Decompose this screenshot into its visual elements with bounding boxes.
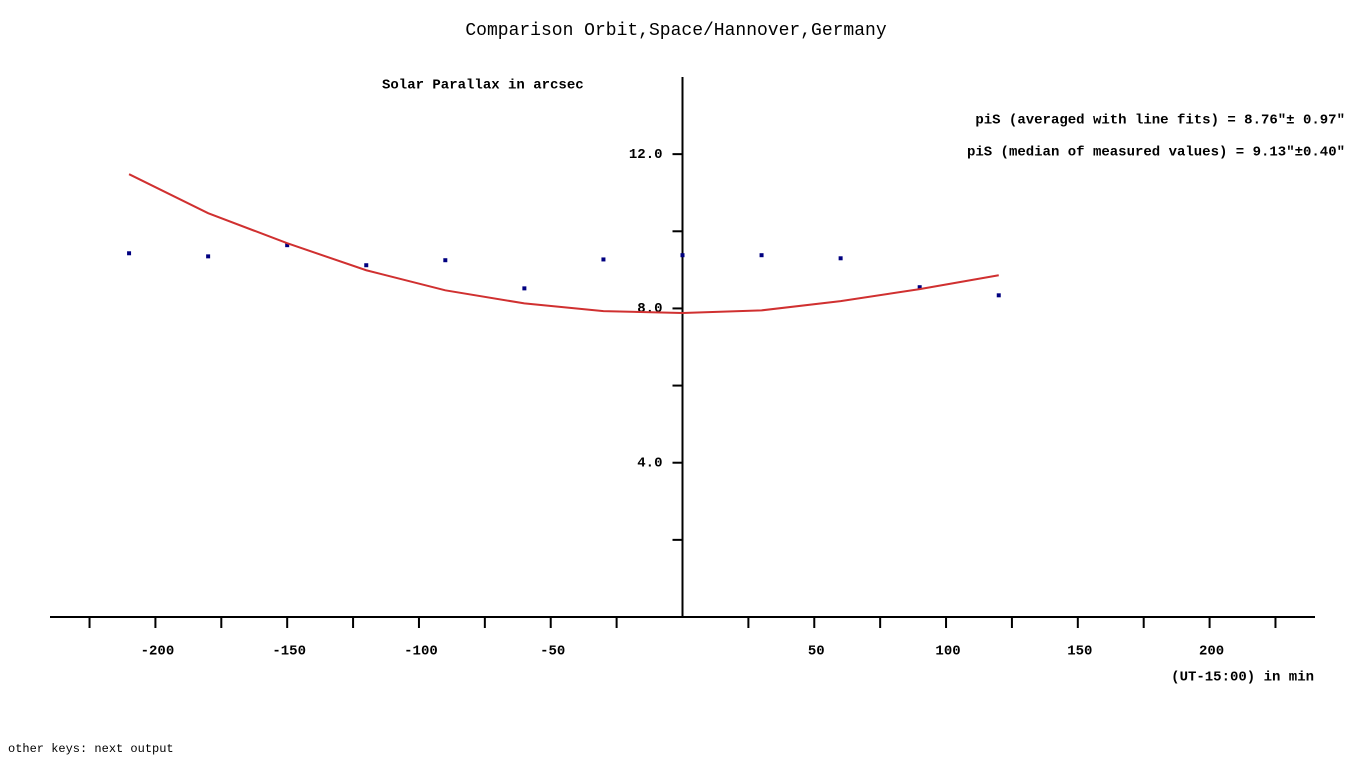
x-axis-label: (UT-15:00) in min — [1171, 670, 1314, 686]
annotation: piS (median of measured values) = 9.13"±… — [967, 145, 1345, 161]
x-tick-label: -100 — [404, 644, 438, 660]
x-tick-label: 200 — [1199, 644, 1224, 660]
footer: other keys: next output — [8, 742, 174, 756]
fit-line — [128, 173, 999, 315]
y-tick-label: 12.0 — [629, 147, 663, 163]
data-point — [680, 253, 685, 258]
chart-title: Comparison Orbit,Space/Hannover,Germany — [465, 21, 886, 41]
annotation: piS (averaged with line fits) = 8.76"± 0… — [975, 113, 1345, 129]
y-axis-label: Solar Parallax in arcsec — [382, 78, 584, 94]
data-point — [285, 243, 290, 248]
data-point — [917, 285, 922, 290]
data-point — [838, 256, 843, 261]
data-point — [759, 253, 764, 258]
y-tick-label: 4.0 — [637, 455, 662, 471]
data-point — [601, 257, 606, 262]
data-point — [522, 286, 527, 291]
x-tick-label: 100 — [935, 644, 960, 660]
x-tick-label: -50 — [540, 644, 565, 660]
data-point — [364, 263, 369, 268]
data-point — [996, 293, 1001, 298]
data-point — [206, 254, 211, 259]
x-tick-label: 50 — [808, 644, 825, 660]
data-point — [127, 251, 132, 256]
x-tick-label: 150 — [1067, 644, 1092, 660]
x-tick-label: -150 — [272, 644, 306, 660]
y-tick-label: 8.0 — [637, 301, 662, 317]
data-point — [443, 258, 448, 263]
x-tick-label: -200 — [141, 644, 175, 660]
